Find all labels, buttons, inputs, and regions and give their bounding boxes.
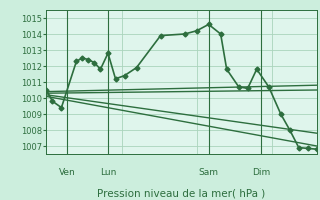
Text: Ven: Ven [59,168,76,177]
Text: Pression niveau de la mer( hPa ): Pression niveau de la mer( hPa ) [98,188,266,198]
Text: Dim: Dim [252,168,270,177]
Text: Lun: Lun [100,168,116,177]
Text: Sam: Sam [199,168,219,177]
